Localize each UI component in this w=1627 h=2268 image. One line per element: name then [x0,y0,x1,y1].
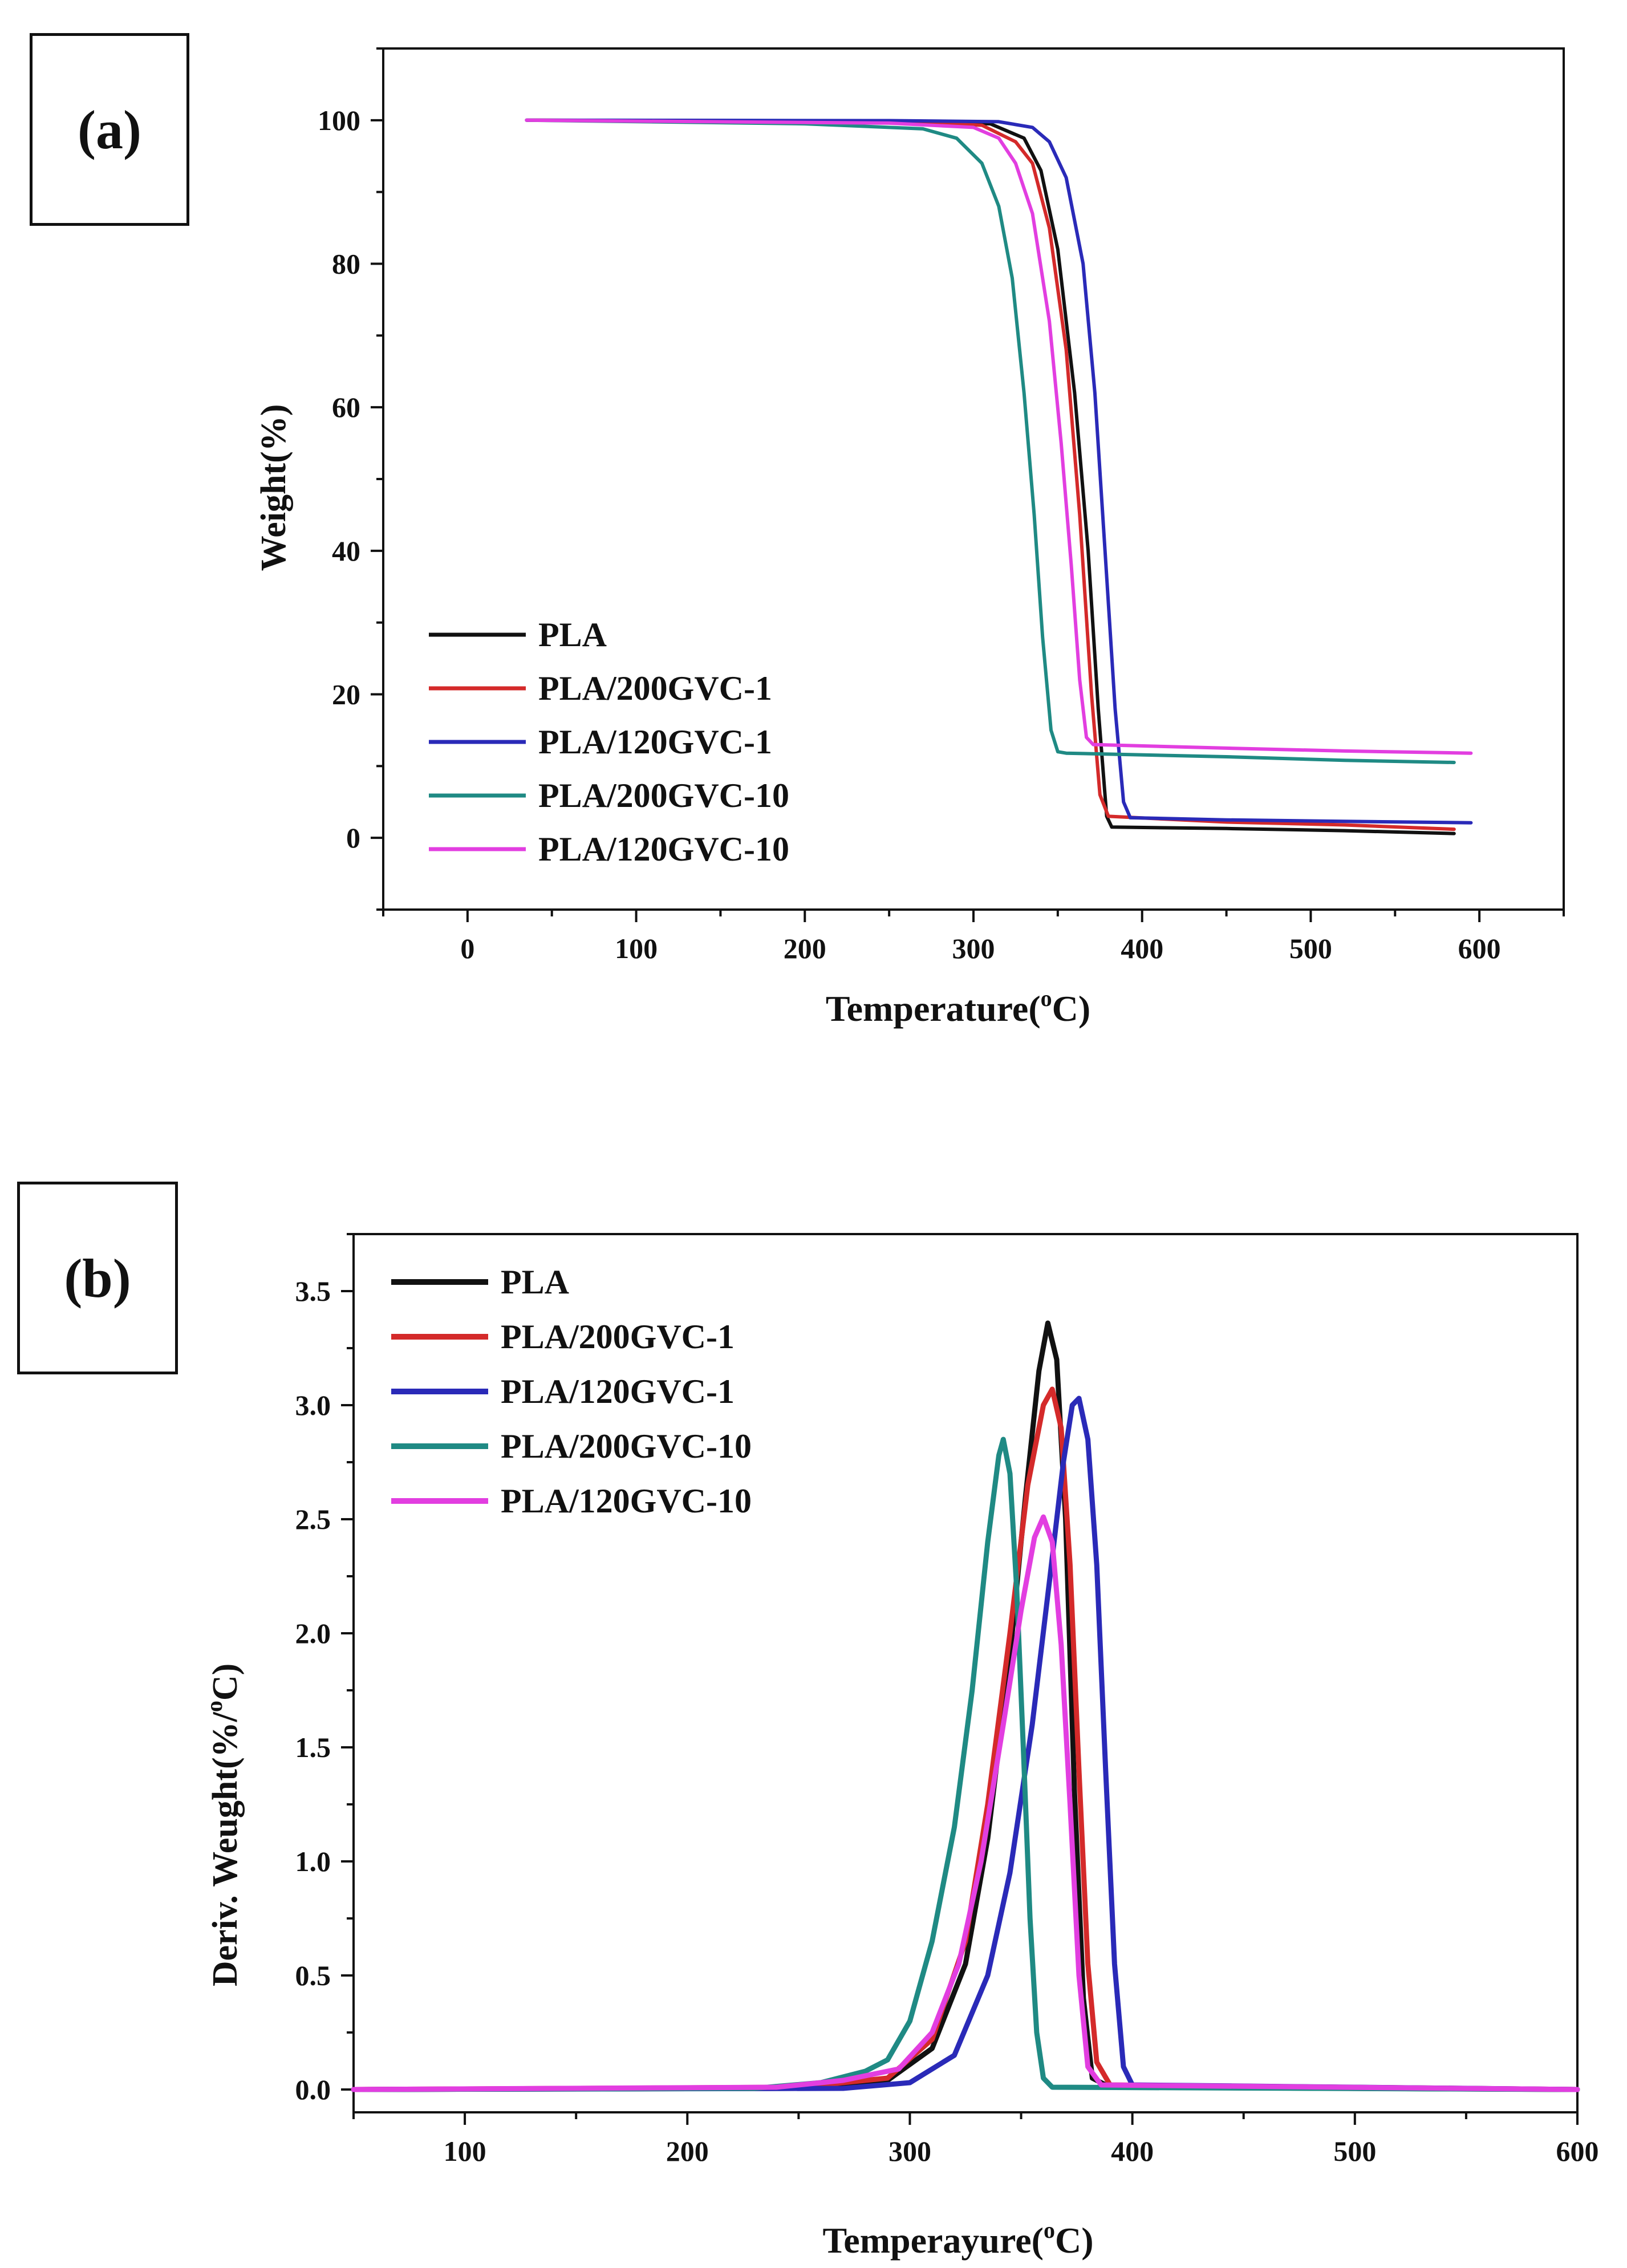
legend-label: PLA/120GVC-10 [501,1482,752,1520]
series-line [351,1437,1580,2092]
x-tick-label: 100 [615,932,658,964]
legend-label: PLA/200GVC-1 [538,670,772,707]
y-tick-label: 40 [332,535,360,567]
plot-frame [352,1233,1579,2113]
y-tick-label: 60 [332,391,360,423]
series-line [525,118,1473,755]
chart-a-svg: 0 100 200 300 400 500 600 0 20 40 60 80 100 PLA PLA/2… [254,47,1565,1029]
x-tick-label: 400 [1111,2135,1154,2167]
x-tick-label: 100 [444,2135,486,2167]
y-tick-label: 0 [346,822,360,854]
y-tick-label: 3.0 [295,1389,331,1421]
x-tick-label: 500 [1333,2135,1376,2167]
y-tick-label: 20 [332,679,360,711]
x-tick-label: 400 [1121,932,1163,964]
legend-label: PLA [538,616,607,654]
y-axis-label: Deriv. Weught(%/oC) [201,1664,245,1987]
x-tick-label: 0 [460,932,474,964]
y-tick-label: 1.0 [295,1845,331,1877]
chart-panel-a: (a) 0 100 200 300 400 500 600 0 20 40 60 80 100 PLA P… [0,0,1627,1072]
series-line [351,1320,1580,2092]
series-line [351,1514,1580,2092]
panel-label-a: (a) [30,33,189,226]
y-tick-label: 0.5 [295,1959,331,1991]
legend-label: PLA/200GVC-1 [501,1318,735,1356]
y-tick-label: 2.5 [295,1503,331,1535]
legend-label: PLA/200GVC-10 [538,777,789,814]
series-line [525,118,1456,764]
y-tick-label: 0.0 [295,2074,331,2105]
series-line [525,118,1473,825]
legend-label: PLA/120GVC-1 [538,723,772,761]
y-tick-label: 1.5 [295,1731,331,1763]
x-tick-label: 300 [888,2135,931,2167]
y-tick-label: 80 [332,248,360,280]
x-tick-label: 500 [1289,932,1332,964]
series-line [525,118,1456,835]
x-tick-label: 600 [1556,2135,1599,2167]
panel-label-b: (b) [17,1182,178,1374]
legend-label: PLA [501,1263,569,1301]
x-tick-label: 200 [784,932,826,964]
series-line [351,1395,1580,2092]
y-tick-label: 2.0 [295,1617,331,1649]
y-tick-label: 3.5 [295,1275,331,1307]
legend-label: PLA/200GVC-10 [501,1427,752,1465]
y-axis-label: Weight(%) [254,404,293,571]
chart-b-svg: 100 200 300 400 500 600 0.0 0.5 1.0 1.5 2.0 2.5 3.0 3… [201,1233,1599,2261]
x-axis-label: Temperature(oC) [826,985,1090,1029]
legend-label: PLA/120GVC-1 [501,1373,735,1410]
chart-panel-b: (b) 100 200 300 400 500 600 0.0 0.5 1.0 1.5 2.0 2.5… [0,1180,1627,2268]
y-tick-label: 100 [318,104,360,136]
x-tick-label: 300 [952,932,995,964]
x-tick-label: 200 [666,2135,709,2167]
x-tick-label: 600 [1458,932,1501,964]
legend-label: PLA/120GVC-10 [538,830,789,868]
x-axis-label: Temperayure(oC) [822,2217,1093,2261]
